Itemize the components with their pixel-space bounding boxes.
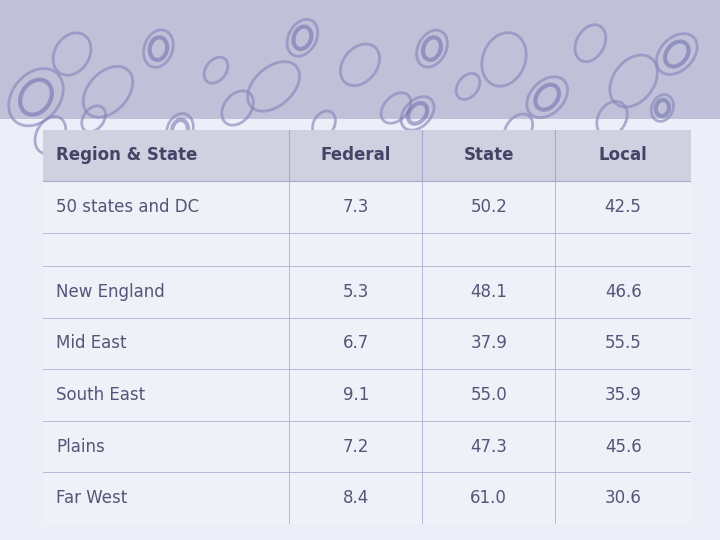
Bar	[43, 130, 691, 181]
Bar	[43, 318, 691, 369]
Text: 6.7: 6.7	[343, 334, 369, 353]
Text: 8.4: 8.4	[343, 489, 369, 507]
Text: 9.1: 9.1	[343, 386, 369, 404]
Text: South East: South East	[56, 386, 145, 404]
Bar	[43, 266, 691, 318]
Text: 35.9: 35.9	[605, 386, 642, 404]
Text: 55.0: 55.0	[470, 386, 507, 404]
Text: 50 states and DC: 50 states and DC	[56, 198, 199, 216]
Bar	[43, 233, 691, 266]
Bar	[43, 421, 691, 472]
Text: 55.5: 55.5	[605, 334, 642, 353]
Bar	[43, 472, 691, 524]
Text: 7.2: 7.2	[343, 437, 369, 456]
Text: % of Revenue by Source: % of Revenue by Source	[58, 142, 662, 185]
Text: 42.5: 42.5	[605, 198, 642, 216]
Text: Local: Local	[599, 146, 647, 164]
Text: 61.0: 61.0	[470, 489, 507, 507]
Text: 5.3: 5.3	[343, 283, 369, 301]
Text: 48.1: 48.1	[470, 283, 507, 301]
Bar	[0, 119, 720, 540]
Text: 30.6: 30.6	[605, 489, 642, 507]
Text: 37.9: 37.9	[470, 334, 507, 353]
Bar	[43, 181, 691, 233]
Bar	[0, 0, 720, 119]
Text: Federal: Federal	[320, 146, 391, 164]
Text: Far West: Far West	[56, 489, 127, 507]
Text: Region & State: Region & State	[56, 146, 197, 164]
Text: Plains: Plains	[56, 437, 105, 456]
Text: State: State	[464, 146, 514, 164]
Text: New England: New England	[56, 283, 165, 301]
Text: 46.6: 46.6	[605, 283, 642, 301]
Text: 7.3: 7.3	[343, 198, 369, 216]
Text: 45.6: 45.6	[605, 437, 642, 456]
Text: 50.2: 50.2	[470, 198, 507, 216]
Text: Mid East: Mid East	[56, 334, 127, 353]
Bar	[43, 369, 691, 421]
Text: 47.3: 47.3	[470, 437, 507, 456]
